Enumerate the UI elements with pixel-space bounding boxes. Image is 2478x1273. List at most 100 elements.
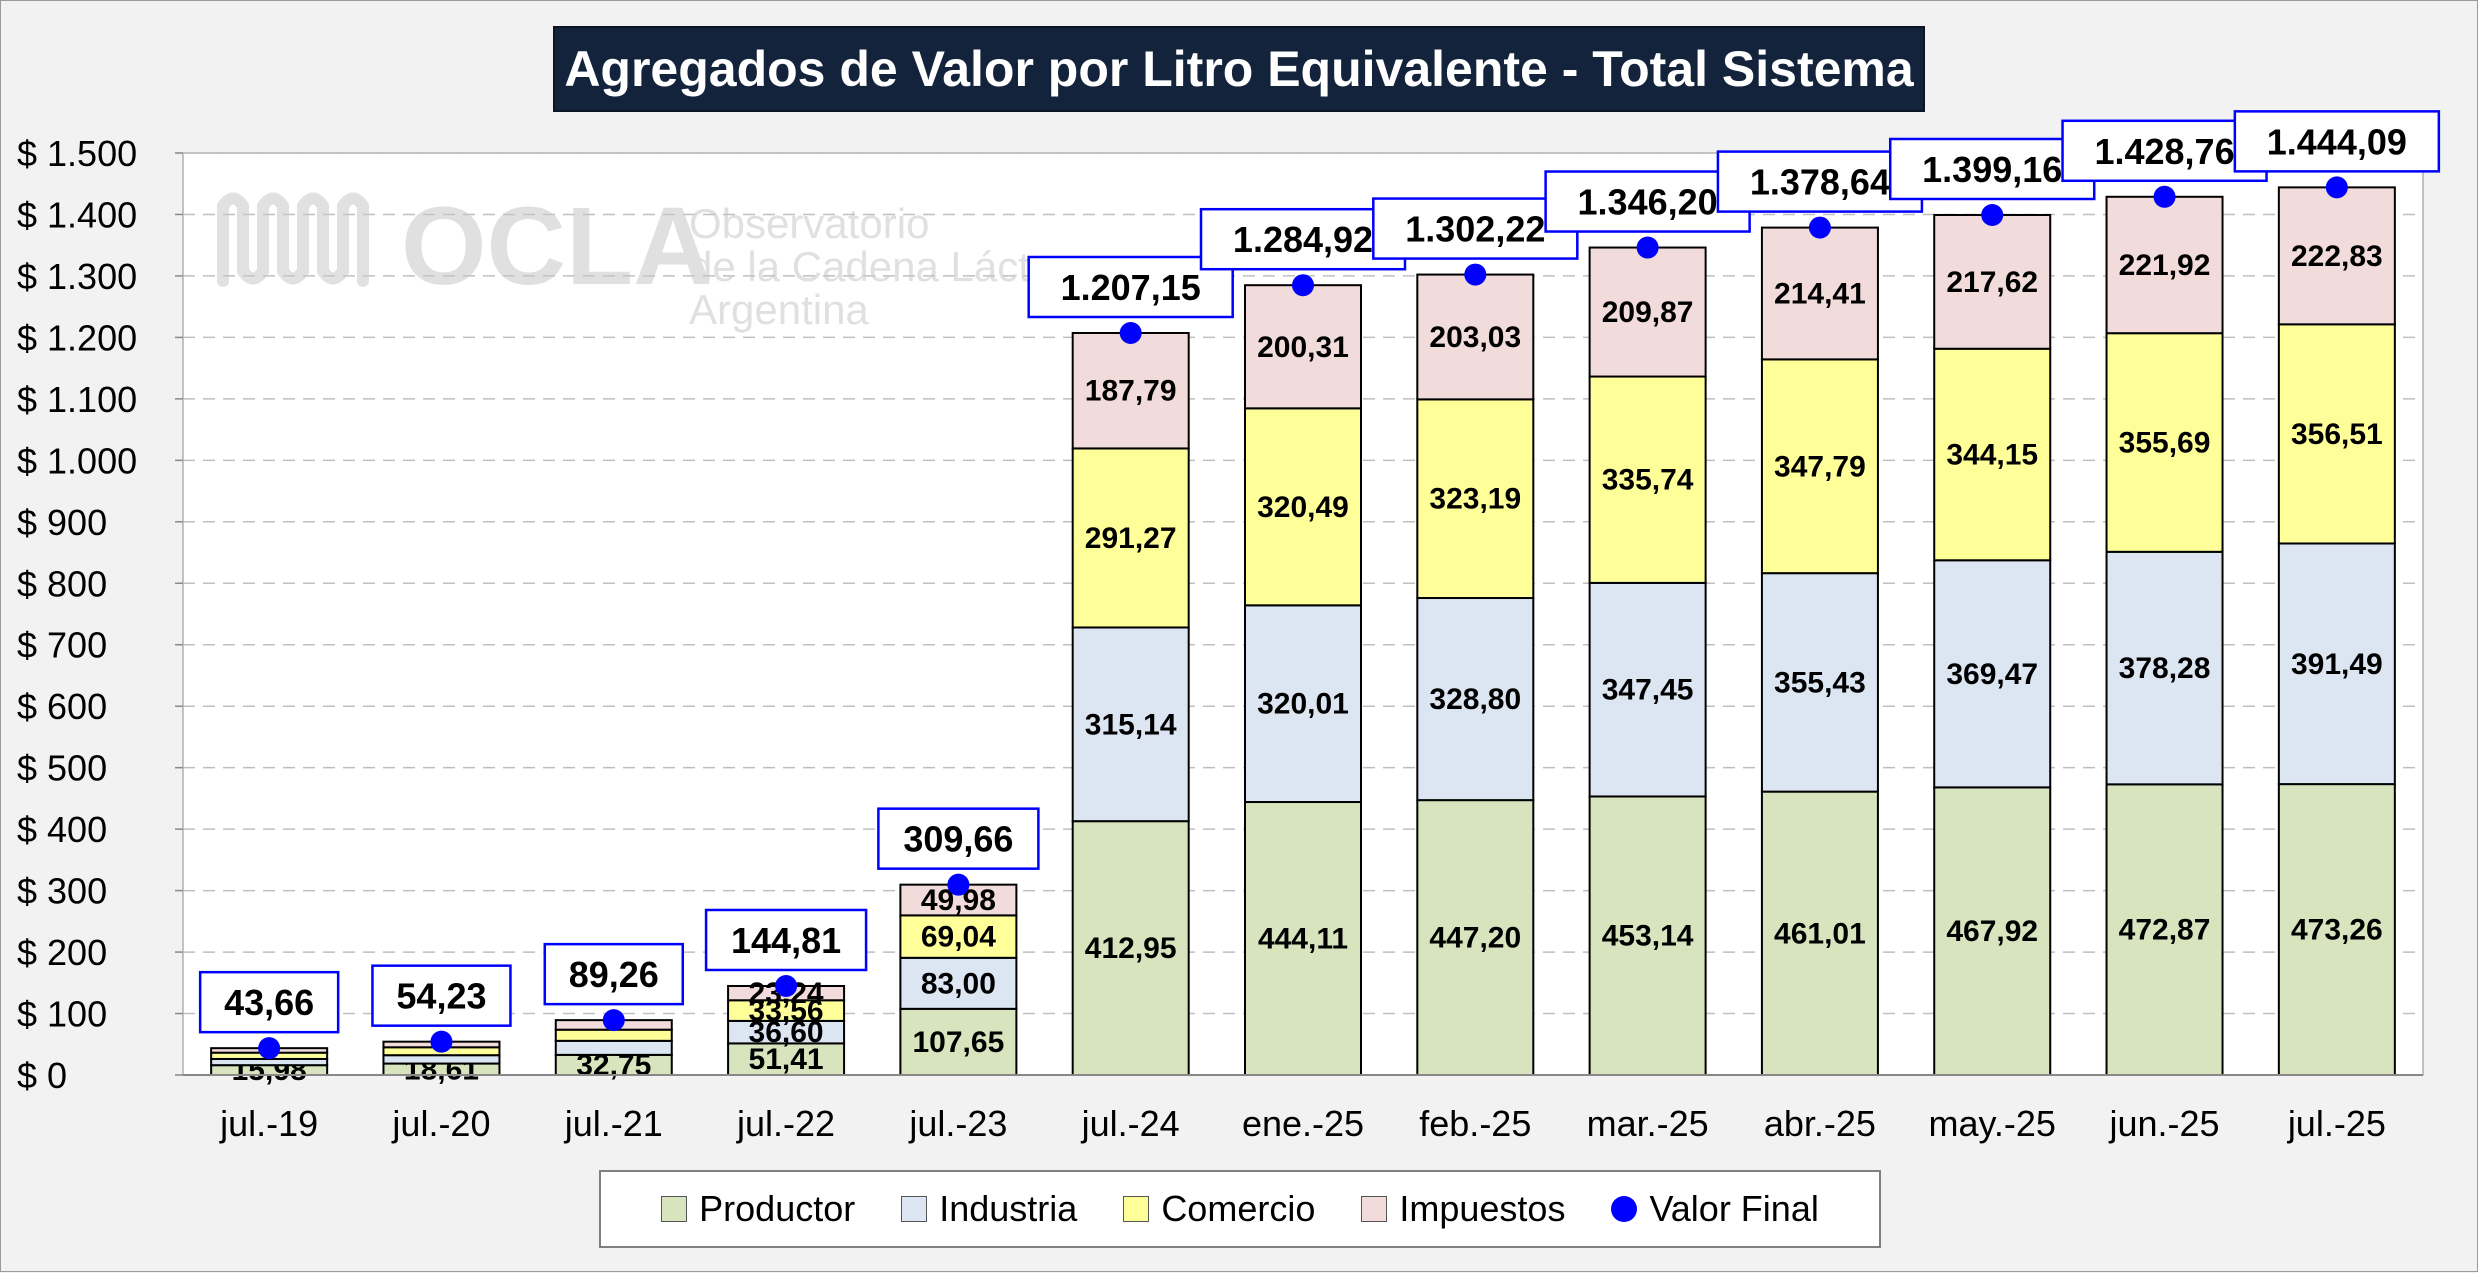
bar-value-label: 447,20 [1429,922,1521,955]
y-axis-ticks: $ 0 $ 100 $ 200 $ 300 $ 400 $ 500 $ 600 $ 700 $ … [17,133,183,1096]
valor-final-label-box [1716,150,1924,213]
bar-value-label: 347,79 [1774,450,1866,483]
y-tick-label: $ 1.100 [17,379,137,420]
y-tick-label: $ 300 [17,871,107,912]
valor-final-label-box [877,807,1040,870]
bar-value-label: 369,47 [1946,658,2038,691]
bars: 15,9818,6132,7551,4136,6033,5623,24107,6… [210,186,2396,1087]
valor-final-label: 1.207,15 [1061,267,1201,308]
ocla-wave-icon [217,192,369,287]
bar-segment-comercio [2277,323,2396,545]
x-tick-label: jul.-23 [908,1103,1007,1144]
bar-segment-industria [382,1054,501,1065]
bar-value-label: 200,31 [1257,331,1349,364]
legend-item-productor: Productor [661,1188,855,1230]
valor-final-point [1119,322,1142,345]
bar-segment-comercio [554,1028,673,1042]
legend-label-comercio: Comercio [1161,1188,1316,1229]
bar-segment-impuestos [1933,213,2052,350]
bar-value-label: 222,83 [2291,240,2383,273]
bar-value-label: 203,03 [1429,321,1521,354]
valor-final-points [258,176,2348,1060]
bar-value-label: 467,92 [1946,915,2038,948]
valor-final-point [1981,203,2004,226]
legend-swatch-industria [901,1196,928,1222]
bar-value-label: 344,15 [1946,439,2038,472]
valor-final-label-box [1199,207,1407,271]
legend-label-productor: Productor [699,1188,856,1229]
valor-final-point [602,1009,625,1032]
y-tick-label: $ 800 [17,563,107,604]
valor-final-point [1464,263,1487,286]
bar-segment-productor [1416,799,1535,1077]
bar-segment-comercio [2105,332,2224,553]
y-tick-label: $ 200 [17,932,107,973]
bar-segment-comercio [1760,358,1879,575]
bar-value-label: 315,14 [1085,708,1177,741]
bar-value-label: 328,80 [1429,683,1521,716]
valor-final-label: 54,23 [396,976,486,1017]
bar-segment-impuestos [1244,284,1362,410]
y-tick-label: $ 400 [17,809,107,850]
bar-segment-impuestos [2277,186,2396,326]
bar-value-label: 221,92 [2119,249,2211,282]
valor-final-label-box [543,942,685,1006]
valor-final-label-box [1027,255,1234,319]
y-tick-label: $ 1.200 [17,317,137,358]
bar-segment-comercio [1416,398,1535,600]
valor-final-point [258,1037,281,1060]
bar-value-label: 107,65 [913,1026,1005,1059]
y-tick-label: $ 1.400 [17,194,137,235]
bar-value-label: 444,11 [1258,923,1348,956]
valor-final-label-box [2233,110,2441,173]
bar-value-label: 51,41 [749,1043,824,1076]
x-tick-label: mar.-25 [1587,1103,1709,1144]
legend-label-valor-final: Valor Final [1649,1188,1819,1229]
x-tick-label: abr.-25 [1764,1103,1876,1144]
bar-value-label: 461,01 [1774,917,1866,950]
x-tick-label: ene.-25 [1242,1103,1364,1144]
bar-value-label: 335,74 [1602,464,1694,497]
legend-label-industria: Industria [939,1188,1078,1229]
bar-value-label: 320,01 [1257,688,1349,721]
legend-swatch-productor [661,1196,688,1222]
bar-value-label: 69,04 [921,921,996,954]
bar-value-label: 187,79 [1085,375,1177,408]
bar-segment-comercio [1933,347,2052,562]
valor-final-label: 1.378,64 [1750,162,1890,203]
valor-final-label: 1.399,16 [1922,149,2062,190]
valor-final-label-box [1544,170,1751,233]
bar-value-label: 391,49 [2291,648,2383,681]
chart-title: Agregados de Valor por Litro Equivalente… [564,41,1914,97]
y-tick-label: $ 100 [17,994,107,1035]
bar-value-label: 355,43 [1774,666,1866,699]
bar-segment-industria [1588,581,1707,798]
bar-value-label: 291,27 [1085,522,1177,555]
bar-segment-industria [1244,604,1362,804]
bar-value-label: 209,87 [1602,296,1694,329]
valor-final-point [947,873,970,896]
x-tick-label: jul.-20 [391,1103,490,1144]
bar-value-label: 356,51 [2291,418,2383,451]
y-tick-label: $ 700 [17,625,107,666]
valor-final-point [1636,236,1659,259]
bar-value-label: 472,87 [2119,914,2211,947]
legend: Productor Industria Comercio Impuestos V… [599,1170,1881,1248]
bar-segment-comercio [1071,447,1190,629]
valor-final-label-box [1372,197,1579,260]
valor-final-label: 1.284,92 [1233,219,1373,260]
valor-final-point [2153,185,2176,208]
valor-final-label-box [198,970,340,1034]
valor-final-label: 1.444,09 [2267,121,2407,162]
bar-value-label: 473,26 [2291,914,2383,947]
legend-swatch-comercio [1123,1196,1150,1222]
bar-segment-productor [1588,795,1707,1077]
x-axis-labels: jul.-19 jul.-20 jul.-21 jul.-22 jul.-23 jul.-… [219,1103,2386,1144]
bar-segment-impuestos [2105,195,2224,335]
legend-item-comercio: Comercio [1123,1188,1315,1230]
valor-final-label: 1.346,20 [1578,182,1718,223]
valor-final-point [430,1030,453,1053]
legend-label-impuestos: Impuestos [1399,1188,1566,1229]
